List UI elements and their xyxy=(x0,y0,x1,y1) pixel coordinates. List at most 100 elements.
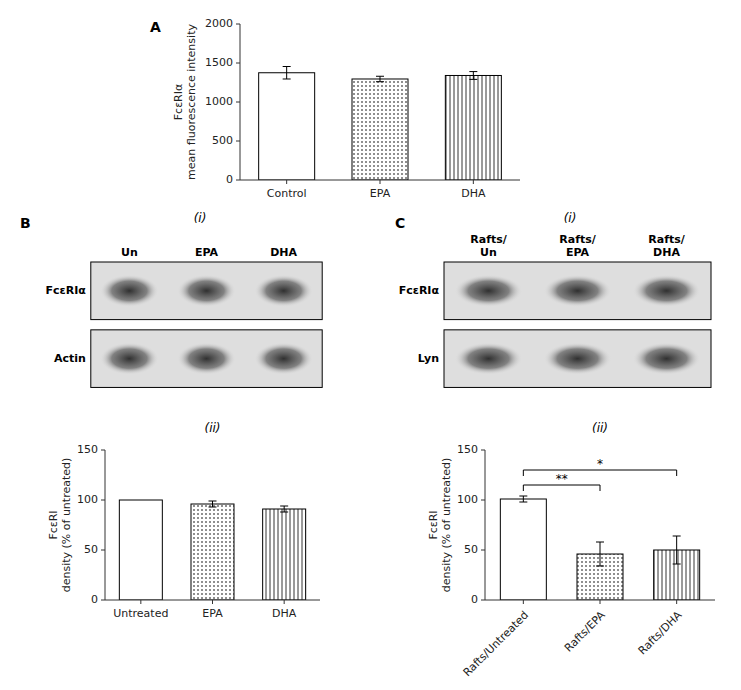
x-tick-label: EPA xyxy=(370,187,391,200)
error-cap xyxy=(673,564,681,565)
plot-area xyxy=(500,496,699,600)
x-tick xyxy=(523,600,524,604)
y-axis-label: FcεRIdensity (% of untreated) xyxy=(427,458,453,593)
error-bar xyxy=(283,67,291,79)
lane-label: Un xyxy=(121,246,138,259)
y-tick-label: 500 xyxy=(212,134,233,147)
y-tick-label: 50 xyxy=(464,543,478,556)
error-bar xyxy=(469,72,477,80)
error-line xyxy=(284,506,285,512)
x-tick-label: Rafts/EPA xyxy=(562,608,608,654)
blot-panel: FcεRIαActinUnEPADHA(i)B xyxy=(20,211,322,387)
blot-panel: FcεRIαLynRafts/UnRafts/EPARafts/DHA(i)C xyxy=(395,211,711,387)
blot-box xyxy=(444,330,711,388)
error-cap xyxy=(209,507,217,508)
error-bar xyxy=(596,542,604,566)
error-cap xyxy=(283,66,291,67)
bar xyxy=(500,499,546,600)
x-tick xyxy=(284,600,285,604)
lane-label: DHA xyxy=(270,246,297,259)
error-bar xyxy=(376,76,384,81)
x-tick-label: EPA xyxy=(202,607,223,620)
y-tick-label: 1000 xyxy=(205,95,233,108)
blot-box xyxy=(91,262,322,320)
bar xyxy=(445,75,501,180)
error-cap xyxy=(596,542,604,543)
row-label: FcεRIα xyxy=(399,284,440,297)
lane-label: Rafts/EPA xyxy=(559,233,596,259)
bar-chart: 050100150Rafts/UntreatedRafts/EPARafts/D… xyxy=(427,421,715,679)
y-axis-line xyxy=(105,450,106,600)
bar xyxy=(263,509,306,600)
error-cap xyxy=(596,566,604,567)
x-tick-label: Control xyxy=(267,187,307,200)
blot-band xyxy=(544,275,612,307)
blot-box xyxy=(444,262,711,320)
y-tick-label: 0 xyxy=(471,593,478,606)
error-cap xyxy=(209,501,217,502)
blot-band xyxy=(254,275,313,307)
blot-band xyxy=(633,343,701,375)
y-tick xyxy=(236,24,240,25)
y-tick-label: 0 xyxy=(91,593,98,606)
panel-label: C xyxy=(395,215,405,231)
x-tick xyxy=(380,180,381,184)
error-cap xyxy=(519,496,527,497)
bar xyxy=(352,79,408,180)
y-axis-label-line: density (% of untreated) xyxy=(60,458,73,593)
y-tick xyxy=(481,600,485,601)
bar-chart: 050100150UntreatedEPADHAFcεRIdensity (% … xyxy=(47,421,320,620)
lane-label-line: DHA xyxy=(270,246,297,259)
lane-label-line: Un xyxy=(121,246,138,259)
panel-label: B xyxy=(20,215,31,231)
y-axis-label-line: density (% of untreated) xyxy=(440,458,453,593)
significance-label: ** xyxy=(556,472,568,486)
x-tick xyxy=(676,600,677,604)
y-tick-label: 2000 xyxy=(205,17,233,30)
y-tick xyxy=(481,500,485,501)
bar xyxy=(191,504,234,600)
error-bar xyxy=(673,536,681,564)
x-tick xyxy=(212,600,213,604)
lane-label-line: Rafts/ xyxy=(648,233,685,246)
panel-subtitle: (ii) xyxy=(592,421,608,435)
error-line xyxy=(286,67,287,79)
x-tick-label: Rafts/DHA xyxy=(636,608,685,657)
error-cap xyxy=(519,502,527,503)
error-cap xyxy=(376,81,384,82)
y-tick xyxy=(101,550,105,551)
error-cap xyxy=(469,71,477,72)
y-tick xyxy=(236,63,240,64)
error-line xyxy=(473,72,474,80)
blot-band xyxy=(100,343,159,375)
x-tick-label: DHA xyxy=(461,187,486,200)
panel-subtitle: (ii) xyxy=(204,421,220,435)
lane-label-line: Un xyxy=(480,246,497,259)
y-tick-label: 100 xyxy=(457,493,478,506)
error-bar xyxy=(519,496,527,502)
significance-label: * xyxy=(597,457,603,471)
y-tick xyxy=(101,600,105,601)
x-tick xyxy=(140,600,141,604)
error-cap xyxy=(280,512,288,513)
y-tick xyxy=(481,550,485,551)
y-axis-line xyxy=(485,450,486,600)
lane-label: Rafts/DHA xyxy=(648,233,685,259)
y-tick-label: 1500 xyxy=(205,56,233,69)
bar xyxy=(119,500,162,600)
y-axis-label-line: FcεRIα xyxy=(172,84,185,120)
y-tick-label: 100 xyxy=(77,493,98,506)
y-tick-label: 0 xyxy=(226,173,233,186)
panel-subtitle: (i) xyxy=(194,211,207,225)
plot-area xyxy=(259,67,502,180)
error-line xyxy=(676,536,677,564)
blot-band xyxy=(455,343,523,375)
error-cap xyxy=(673,536,681,537)
x-tick-label: Untreated xyxy=(113,607,168,620)
row-label: Actin xyxy=(54,352,86,365)
row-label: FcεRIα xyxy=(46,284,87,297)
lane-label-line: DHA xyxy=(653,246,680,259)
y-tick xyxy=(236,141,240,142)
blot-band xyxy=(633,275,701,307)
row-label: Lyn xyxy=(418,352,439,365)
